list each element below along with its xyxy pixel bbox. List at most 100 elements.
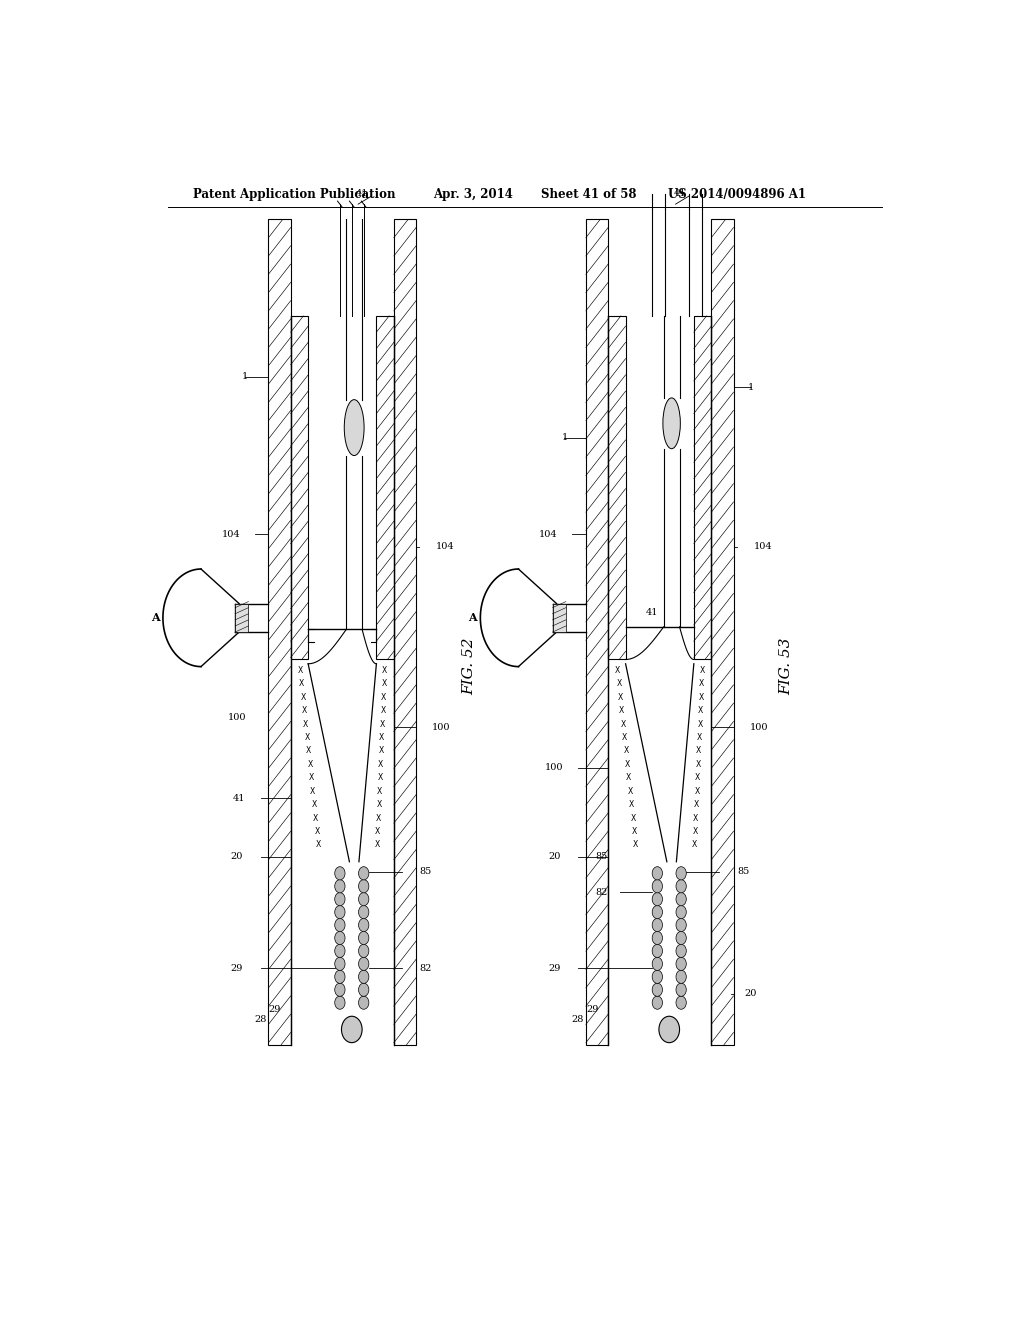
Circle shape	[358, 944, 369, 957]
Text: X: X	[306, 747, 311, 755]
Text: X: X	[311, 800, 316, 809]
Bar	[377, 315, 394, 660]
Text: 104: 104	[540, 529, 558, 539]
Circle shape	[335, 983, 345, 997]
Circle shape	[358, 892, 369, 906]
Text: 104: 104	[222, 529, 241, 539]
Text: 20: 20	[230, 853, 243, 861]
Text: X: X	[696, 733, 701, 742]
Text: X: X	[382, 667, 387, 675]
Circle shape	[652, 919, 663, 932]
Circle shape	[676, 906, 686, 919]
Circle shape	[335, 944, 345, 957]
Text: 29: 29	[586, 1005, 598, 1014]
Text: 100: 100	[750, 722, 768, 731]
Text: X: X	[632, 826, 637, 836]
Text: X: X	[616, 680, 622, 689]
Text: X: X	[628, 787, 633, 796]
Circle shape	[358, 970, 369, 983]
Text: 1: 1	[242, 372, 248, 381]
Circle shape	[652, 906, 663, 919]
Text: 85: 85	[420, 867, 432, 876]
Text: X: X	[697, 719, 702, 729]
Text: X: X	[626, 774, 632, 783]
Text: X: X	[378, 774, 383, 783]
Text: X: X	[302, 706, 307, 715]
Text: A: A	[151, 612, 160, 623]
Text: X: X	[692, 841, 697, 849]
Text: X: X	[696, 747, 701, 755]
Bar	[553, 603, 566, 632]
Text: 29: 29	[548, 964, 560, 973]
Bar	[268, 219, 291, 1044]
Ellipse shape	[663, 397, 680, 449]
Circle shape	[652, 957, 663, 970]
Text: X: X	[304, 733, 309, 742]
Text: 100: 100	[432, 722, 451, 731]
Circle shape	[358, 919, 369, 932]
Text: X: X	[375, 841, 380, 849]
Text: FIG. 53: FIG. 53	[779, 638, 794, 696]
Text: 41: 41	[232, 793, 246, 803]
Text: X: X	[622, 733, 627, 742]
Circle shape	[676, 970, 686, 983]
Bar	[394, 219, 416, 1044]
Text: X: X	[633, 841, 638, 849]
Text: X: X	[379, 733, 384, 742]
Text: 104: 104	[436, 543, 455, 552]
Circle shape	[335, 932, 345, 945]
Text: X: X	[620, 706, 625, 715]
Circle shape	[358, 983, 369, 997]
Text: 41: 41	[674, 190, 686, 198]
Text: Apr. 3, 2014: Apr. 3, 2014	[433, 189, 513, 202]
Circle shape	[335, 970, 345, 983]
Text: X: X	[382, 680, 387, 689]
Circle shape	[676, 957, 686, 970]
Bar	[608, 315, 626, 660]
Circle shape	[676, 919, 686, 932]
Circle shape	[676, 983, 686, 997]
Text: X: X	[698, 706, 703, 715]
Circle shape	[652, 867, 663, 880]
Circle shape	[358, 932, 369, 945]
Text: US 2014/0094896 A1: US 2014/0094896 A1	[668, 189, 806, 202]
Text: X: X	[378, 760, 383, 768]
Text: X: X	[624, 747, 629, 755]
Text: X: X	[313, 813, 318, 822]
Text: 104: 104	[754, 543, 772, 552]
Text: Sheet 41 of 58: Sheet 41 of 58	[541, 189, 636, 202]
Text: 20: 20	[548, 853, 560, 861]
Text: 28: 28	[254, 1015, 266, 1024]
Text: FIG. 52: FIG. 52	[462, 638, 476, 696]
Text: 29: 29	[230, 964, 243, 973]
Text: 82: 82	[420, 964, 432, 973]
Circle shape	[652, 970, 663, 983]
Circle shape	[652, 892, 663, 906]
Text: X: X	[693, 800, 699, 809]
Text: Patent Application Publication: Patent Application Publication	[194, 189, 395, 202]
Text: X: X	[381, 693, 386, 702]
Text: X: X	[379, 747, 384, 755]
Text: X: X	[699, 667, 705, 675]
Circle shape	[652, 997, 663, 1010]
Text: 20: 20	[744, 990, 757, 998]
Bar	[712, 219, 733, 1044]
Circle shape	[676, 932, 686, 945]
Text: X: X	[692, 826, 697, 836]
Text: 41: 41	[645, 609, 658, 618]
Text: X: X	[631, 813, 636, 822]
Text: X: X	[303, 719, 308, 729]
Circle shape	[335, 867, 345, 880]
Text: 41: 41	[356, 190, 369, 198]
Text: X: X	[298, 667, 303, 675]
Circle shape	[335, 892, 345, 906]
Text: X: X	[698, 693, 703, 702]
Circle shape	[676, 997, 686, 1010]
Circle shape	[358, 879, 369, 892]
Text: X: X	[299, 680, 304, 689]
Text: X: X	[315, 841, 321, 849]
Circle shape	[358, 957, 369, 970]
Bar	[291, 315, 308, 660]
Circle shape	[335, 957, 345, 970]
Bar	[694, 315, 712, 660]
